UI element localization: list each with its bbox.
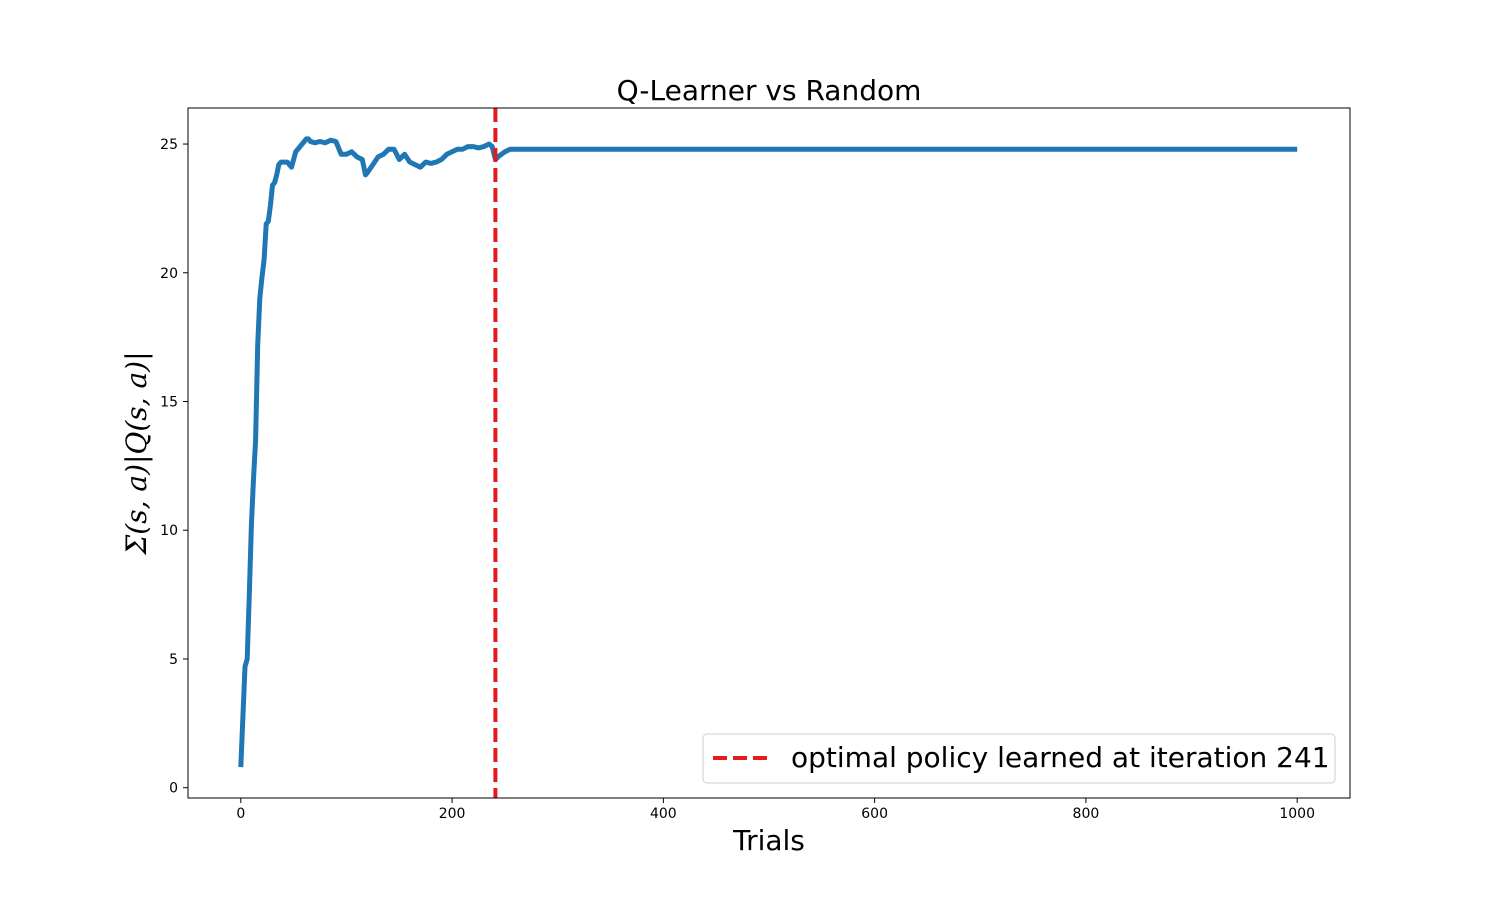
x-tick-label: 1000 — [1279, 806, 1315, 822]
plot-frame — [187, 107, 1351, 799]
x-axis-label: Trials — [732, 824, 805, 857]
chart-title: Q-Learner vs Random — [617, 74, 922, 107]
y-tick-label: 15 — [160, 395, 178, 411]
plot-area — [238, 108, 1298, 798]
y-tick-label: 20 — [160, 266, 178, 282]
y-tick-label: 5 — [169, 652, 178, 668]
y-axis-label: Σ(s, a)|Q(s, a)| — [120, 351, 153, 555]
legend: optimal policy learned at iteration 241 — [702, 733, 1336, 784]
x-tick-label: 400 — [650, 806, 677, 822]
y-tick-label: 0 — [169, 781, 178, 797]
x-tick-label: 200 — [439, 806, 466, 822]
y-tick-label: 10 — [160, 523, 178, 539]
x-axis: 0 200 400 600 800 1000 — [236, 798, 1315, 822]
x-tick-label: 600 — [861, 806, 888, 822]
x-tick-label: 800 — [1073, 806, 1100, 822]
y-axis: 0 5 10 15 20 25 — [160, 137, 188, 797]
legend-label: optimal policy learned at iteration 241 — [791, 741, 1330, 774]
x-tick-label: 0 — [236, 806, 245, 822]
legend-box — [702, 733, 1336, 784]
y-tick-label: 25 — [160, 137, 178, 153]
